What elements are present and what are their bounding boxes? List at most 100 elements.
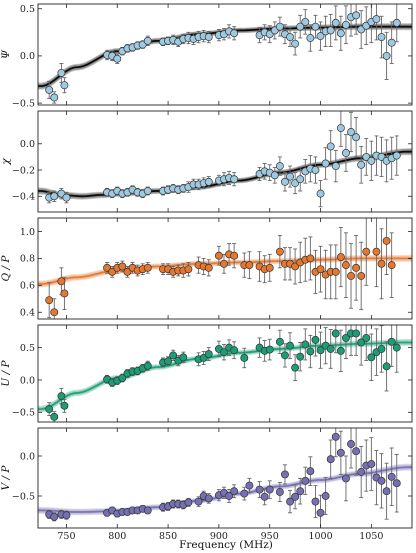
data-point [316,265,325,274]
data-point [367,460,376,468]
data-point [301,17,310,26]
data-point [382,236,391,245]
data-point [326,142,335,151]
data-point [291,262,300,271]
x-tick-label: 850 [159,531,177,542]
data-point [143,263,152,272]
data-point [377,344,386,353]
x-tick-label: 1050 [359,531,383,542]
data-point [230,487,239,496]
data-point [50,308,59,317]
panel-1: −0.4 −0.2 0.0 χ [0,110,413,213]
data-point [265,263,274,272]
data-point [362,247,371,256]
y-axis-label: U / P [0,360,12,387]
y-tick-label: −0.2 [12,165,35,176]
data-point [240,489,249,498]
data-point [347,128,355,136]
data-point [275,162,284,171]
data-point [392,343,401,352]
x-axis-label: Frequency (MHz) [179,539,273,551]
data-point [341,474,350,483]
y-axis-label: χ [0,158,12,166]
plot-area [38,325,412,422]
data-point [118,262,127,271]
data-point [265,485,274,494]
data-point [311,335,320,344]
data-point [204,494,213,503]
y-tick-label: −0.5 [12,408,35,419]
data-point [286,33,294,41]
data-point [347,271,355,280]
data-point [62,193,71,202]
data-point [331,267,340,276]
data-point [352,447,361,456]
x-tick-label: 900 [210,531,228,542]
data-point [352,263,361,272]
data-point [60,289,69,298]
data-point [204,350,213,359]
data-point [341,20,350,29]
data-point [194,497,203,506]
data-point [286,172,294,181]
data-point [306,254,315,263]
data-point [275,337,284,346]
data-point [220,259,228,268]
y-tick-label: 0.0 [20,139,35,150]
y-tick-label: 1.0 [20,227,35,238]
data-point [377,259,386,268]
data-point [60,81,69,90]
data-point [275,488,284,496]
data-point [377,33,386,41]
data-point [382,362,391,371]
data-point [321,492,330,500]
data-point [296,22,305,31]
data-point [382,487,391,496]
data-point [331,162,340,171]
data-point [245,261,254,270]
data-point [367,156,376,165]
y-tick-label: −0.4 [12,192,35,203]
y-tick-label: 0.0 [20,451,35,462]
data-point [45,405,54,414]
data-point [326,26,335,35]
data-point [372,247,381,256]
data-point [311,497,320,506]
data-point [352,11,361,20]
data-point [220,348,228,357]
data-point [377,476,386,485]
data-point [291,363,300,372]
data-point [230,346,239,355]
data-point [311,166,320,174]
data-point [387,337,396,346]
x-tick-label: 800 [108,531,126,542]
data-point [265,345,274,354]
data-point [306,34,315,42]
data-point [296,175,305,184]
data-point [143,187,152,195]
data-point [291,39,300,48]
data-point [270,171,279,180]
data-point [230,175,239,184]
panel-frame [37,427,413,529]
data-point [184,498,193,507]
data-point [336,253,345,262]
y-tick-label: 0.5 [20,4,35,15]
data-point [347,440,355,448]
data-point [245,481,254,490]
x-tick-label: 750 [57,531,75,542]
data-point [50,192,59,201]
data-point [301,476,310,485]
data-point [311,22,320,31]
data-point [357,271,366,280]
model-band-strand [38,152,412,200]
data-point [392,479,401,488]
data-point [50,93,59,102]
data-point [341,333,350,342]
data-point [331,18,340,27]
panel-2: 0.4 0.6 0.8 1.0 Q / P [0,217,413,320]
panels-group: −0.5 0.0 0.5 Ψ −0.4 −0.2 0.0 χ 0.4 0.6 0.8 1.0 Q / P… [0,3,413,542]
model-curve [38,150,412,198]
data-point [143,36,152,45]
